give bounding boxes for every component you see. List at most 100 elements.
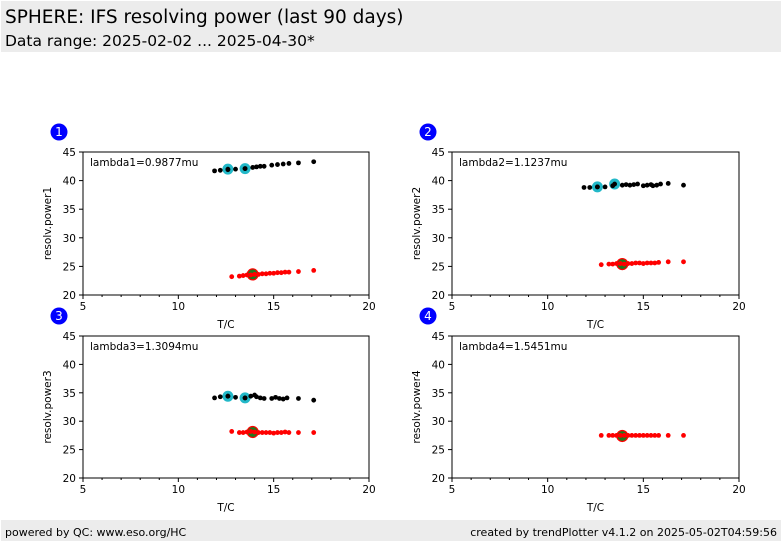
panel-2-red-point <box>681 259 686 265</box>
panel-2-black-point <box>665 181 671 186</box>
panel-3-y-tick-label: 25 <box>63 445 76 457</box>
panel-2-red-point <box>625 261 631 266</box>
panel-3-black-point <box>261 396 267 401</box>
panel-1-x-tick-label: 15 <box>267 301 280 313</box>
panel-1-red-point <box>252 272 257 277</box>
panel-4-red-point <box>665 433 671 438</box>
panel-3-black-point <box>269 396 275 401</box>
panel-2-y-tick-label: 45 <box>432 147 445 159</box>
panel-1-x-axis-label: T/C <box>216 319 234 331</box>
footer-credit: powered by QC: www.eso.org/HC <box>5 526 187 539</box>
panel-4-y-tick-label: 25 <box>432 445 445 457</box>
panel-1-x-tick-label: 20 <box>362 301 375 313</box>
panel-1-red-point <box>256 272 261 277</box>
panel-3-black-point <box>273 394 278 400</box>
panel-3-red-point <box>311 430 317 435</box>
panel-2-black-point <box>619 182 625 188</box>
panel-3-black-point <box>248 393 254 399</box>
panel-1-red-point <box>278 270 284 276</box>
panel-3-red-point <box>236 430 242 435</box>
panel-1-black-point <box>217 167 223 173</box>
panel-2-red-point <box>633 260 639 266</box>
panel-3-y-tick-label: 45 <box>63 331 76 343</box>
panel-4-x-tick-label: 5 <box>449 484 456 496</box>
panel-3-y-axis-label: resolv.power3 <box>42 370 54 443</box>
panel-4-red-point <box>644 433 650 438</box>
panel-4-red-point <box>629 433 635 438</box>
panel-2-black-point <box>587 185 593 190</box>
panel-2-red-point <box>656 259 662 265</box>
panel-4-y-axis-label: resolv.power4 <box>411 370 423 444</box>
panel-2-y-tick-label: 20 <box>432 290 445 302</box>
panel-1-y-axis-label: resolv.power1 <box>42 187 54 260</box>
panel-1-black-point <box>250 165 256 170</box>
panel-3-y-tick-label: 30 <box>63 416 76 428</box>
panel-3-black-point <box>217 394 223 400</box>
panel-2-red-point <box>637 260 642 266</box>
panel-3-red-point <box>278 430 284 435</box>
panel-1-red-point <box>282 269 288 275</box>
panel-4-badge-label: 4 <box>424 309 432 323</box>
panel-4-y-tick-label: 35 <box>432 388 445 400</box>
panel-3-red-point <box>275 430 280 435</box>
panel-4-y-tick-label: 30 <box>432 416 445 428</box>
panel-1-annotation: lambda1=0.9877mu <box>90 157 198 169</box>
panel-4-red-point <box>606 433 612 438</box>
panel-3-red-point <box>252 429 257 435</box>
panel-4-annotation: lambda4=1.5451mu <box>459 341 567 353</box>
panel-3-red-point <box>240 430 246 435</box>
panel-2-x-tick-label: 15 <box>637 301 650 313</box>
panel-1-black-point <box>280 161 286 167</box>
panel-2-y-tick-label: 35 <box>432 204 445 216</box>
panel-2-x-axis-label: T/C <box>586 319 604 331</box>
panel-2-x-tick-label: 10 <box>541 301 554 313</box>
panel-1-black-point <box>254 164 259 170</box>
panel-1-badge <box>50 123 68 141</box>
panel-4-red-point <box>640 433 646 438</box>
panel-4-red-point <box>681 433 686 438</box>
panel-1-black-point <box>275 162 280 167</box>
footer-banner: powered by QC: www.eso.org/HC created by… <box>1 520 781 541</box>
panel-3-red-point <box>229 429 235 434</box>
panel-1-y-tick-label: 25 <box>63 261 76 273</box>
panel-2-black-point <box>631 182 637 188</box>
panel-1-y-tick-label: 40 <box>63 176 76 188</box>
panel-3-axes-frame <box>82 335 370 479</box>
panel-4-red-point <box>637 433 642 438</box>
panel-2-red-point <box>652 260 658 266</box>
panel-3-red-point <box>259 430 265 435</box>
panel-3-highlight-center <box>225 393 231 399</box>
panel-2-x-tick-label: 20 <box>732 301 745 313</box>
panel-1-red-point <box>259 271 265 277</box>
panel-1-red-point <box>311 268 317 273</box>
panel-2-black-point <box>581 185 587 190</box>
panel-3-black-point <box>212 395 217 401</box>
panel-1-y-tick-label: 20 <box>63 290 76 302</box>
panel-3-x-tick-label: 5 <box>80 484 87 496</box>
panel-1-black-point <box>233 166 238 172</box>
panel-1-y-tick-label: 45 <box>63 147 76 159</box>
header-banner: SPHERE: IFS resolving power (last 90 day… <box>1 1 781 52</box>
panel-4-red-point <box>614 433 619 438</box>
panel-2-black-point <box>635 181 640 187</box>
panel-1-axes-frame <box>82 151 370 296</box>
panel-3-black-point <box>257 395 263 401</box>
panel-3-y-tick-label: 40 <box>63 359 76 371</box>
panel-1-black-point <box>257 163 263 169</box>
panel-4-x-tick-label: 20 <box>732 484 745 496</box>
panel-2-red-point <box>614 261 619 266</box>
panel-3-badge-label: 3 <box>55 309 63 323</box>
panel-3-x-tick-label: 20 <box>362 484 375 496</box>
panel-4-x-tick-label: 10 <box>541 484 554 496</box>
panel-4-red-point <box>598 433 604 438</box>
panel-3-red-point <box>271 430 277 436</box>
panel-3-red-point <box>256 430 261 435</box>
panel-2-red-point <box>644 260 650 266</box>
panel-2-red-point <box>606 261 612 267</box>
panel-1-x-tick-label: 10 <box>172 301 185 313</box>
panel-3-black-point <box>284 395 290 401</box>
panel-3-annotation: lambda3=1.3094mu <box>90 341 198 353</box>
panel-2-red-point <box>640 261 646 266</box>
panel-2-red-point <box>629 261 635 266</box>
